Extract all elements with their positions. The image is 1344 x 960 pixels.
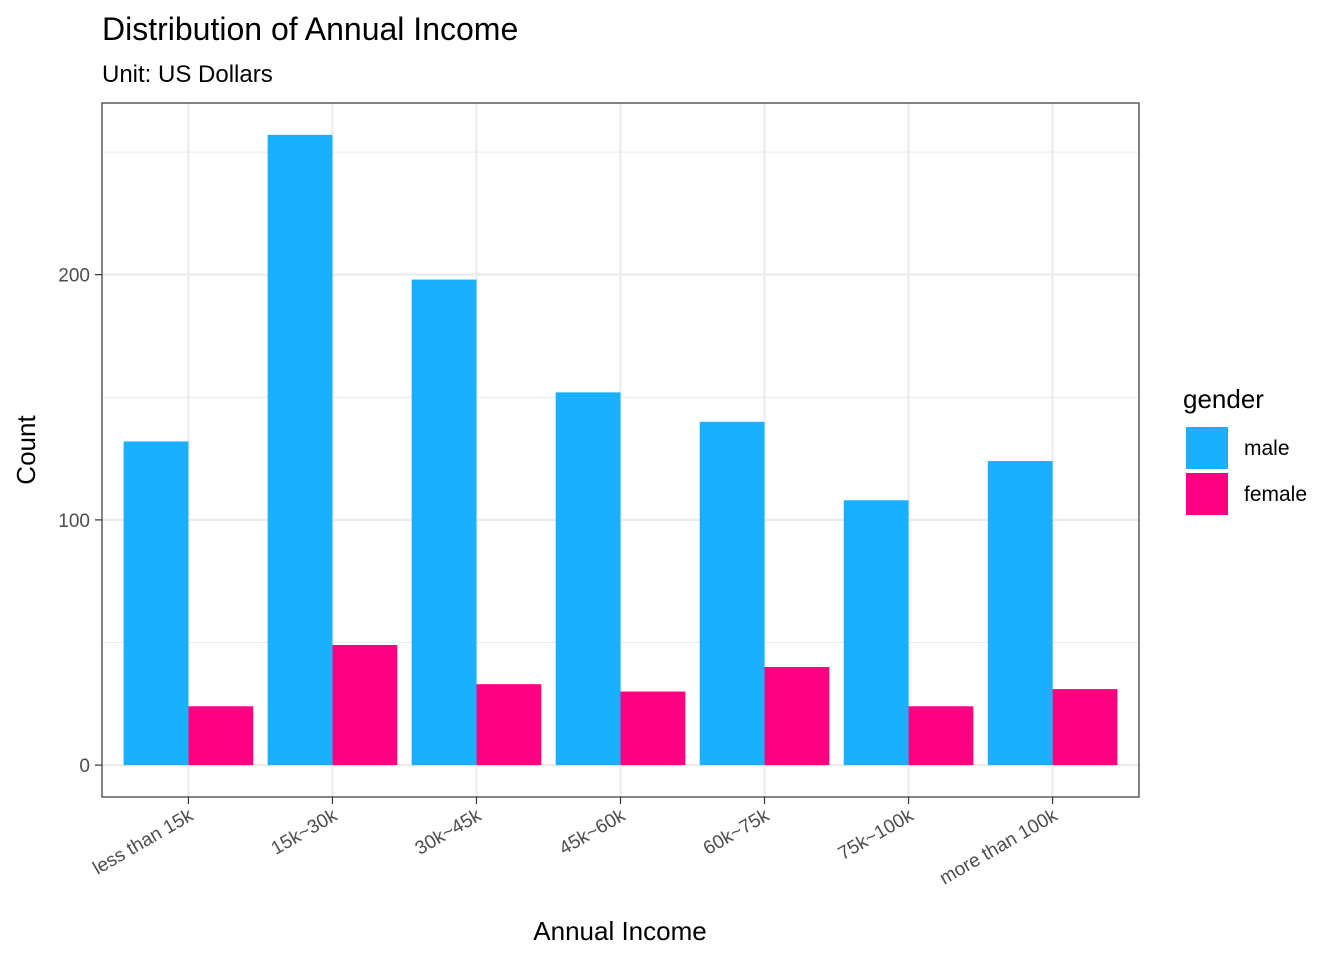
legend-label-male: male	[1244, 437, 1290, 460]
x-tick-label: less than 15k	[89, 805, 197, 879]
bar-female-0	[188, 706, 254, 766]
y-tick-label: 100	[58, 511, 90, 532]
bar-male-6	[987, 461, 1053, 766]
bar-female-5	[908, 706, 974, 766]
x-tick-label: 15k~30k	[268, 805, 342, 860]
bar-male-4	[699, 421, 765, 766]
x-tick-label: 45k~60k	[556, 805, 630, 860]
bar-male-5	[843, 500, 909, 766]
y-tick-label: 0	[79, 756, 90, 777]
legend-key-male	[1186, 427, 1228, 469]
bar-female-4	[764, 667, 830, 766]
bar-female-2	[476, 684, 542, 766]
y-axis-title: Count	[11, 415, 41, 485]
chart-title: Distribution of Annual Income	[102, 11, 518, 47]
bars	[123, 134, 1118, 766]
bar-male-1	[267, 134, 333, 766]
x-axis-title: Annual Income	[533, 916, 706, 946]
legend: gender male female	[1183, 384, 1307, 515]
bar-female-6	[1052, 689, 1118, 766]
x-tick-label: 75k~100k	[835, 805, 918, 865]
x-axis: less than 15k 15k~30k 30k~45k 45k~60k 60k~75…	[89, 797, 1062, 889]
y-axis: 0 100 200	[58, 266, 102, 777]
bar-female-3	[620, 691, 686, 766]
legend-key-female	[1186, 473, 1228, 515]
bar-male-0	[123, 441, 189, 766]
x-tick-label: 60k~75k	[700, 805, 774, 860]
bar-male-3	[555, 392, 621, 766]
x-tick-label: more than 100k	[936, 805, 1061, 889]
bar-female-1	[332, 644, 398, 766]
bar-male-2	[411, 279, 477, 766]
x-tick-label: 30k~45k	[412, 805, 486, 860]
legend-label-female: female	[1244, 483, 1307, 506]
chart-subtitle: Unit: US Dollars	[102, 61, 273, 88]
legend-title: gender	[1183, 384, 1264, 414]
y-tick-label: 200	[58, 266, 90, 287]
